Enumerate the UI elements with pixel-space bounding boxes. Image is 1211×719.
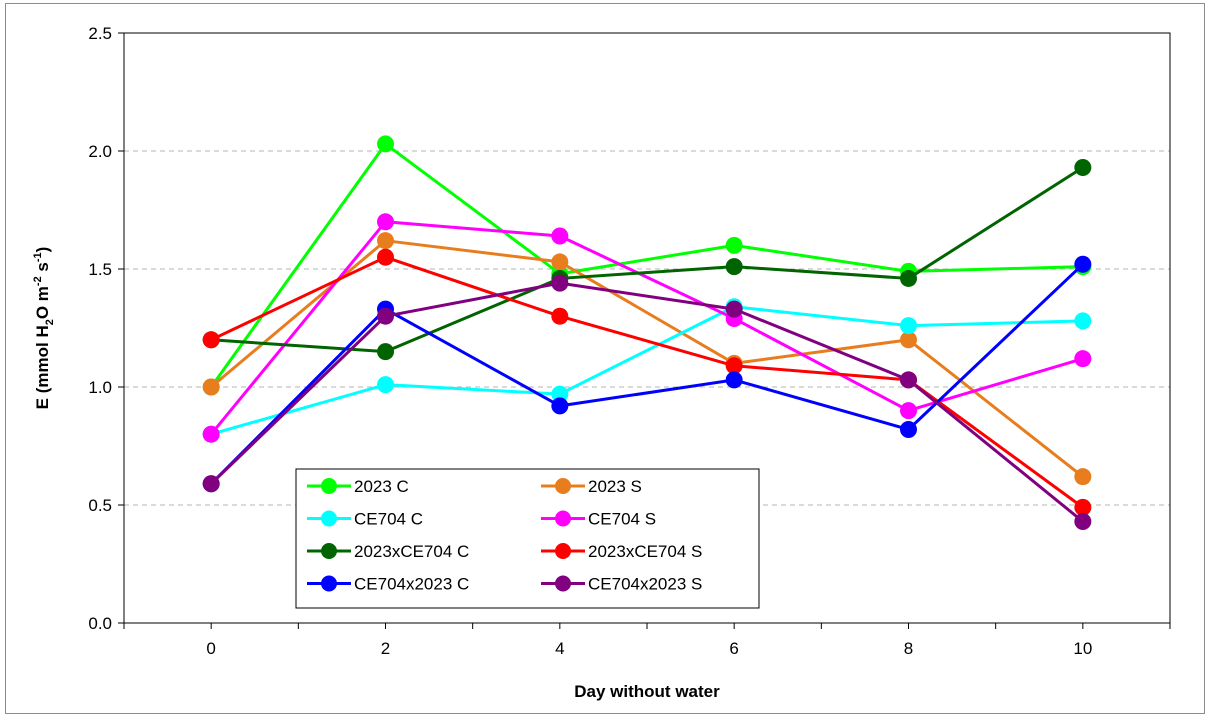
legend-label: CE704 C	[354, 510, 423, 529]
data-point	[900, 331, 917, 349]
series-ce704x2023-c	[202, 255, 1092, 493]
x-tick-label: 2	[381, 639, 390, 658]
legend-swatch-marker	[555, 575, 571, 592]
data-point	[377, 135, 394, 153]
series-2023-c	[202, 135, 1092, 396]
axes: 0.0 0.5 1.0 1.5 2.0 2.5 0 2 4 6 8 10	[88, 24, 1171, 658]
legend-box	[295, 468, 760, 609]
data-point	[551, 307, 569, 325]
series-line	[210, 305, 1083, 436]
x-axis-title: Day without water	[574, 682, 720, 701]
legend-item: 2023 C	[307, 477, 409, 496]
series-group	[202, 135, 1092, 531]
data-point	[900, 420, 917, 438]
legend-swatch-marker	[321, 510, 337, 527]
series-line	[210, 220, 1084, 436]
series-2023-s	[202, 232, 1092, 486]
data-point	[202, 425, 220, 443]
data-point	[377, 343, 394, 361]
series-ce704x2023-s	[202, 274, 1092, 531]
data-point	[725, 300, 743, 318]
data-point	[725, 236, 743, 254]
legend-item: 2023 S	[541, 477, 642, 496]
x-tick-label: 0	[206, 639, 215, 658]
data-point	[725, 258, 743, 276]
data-point	[900, 371, 917, 389]
data-point	[377, 307, 394, 325]
data-point	[202, 378, 220, 396]
y-tick-label: 0.5	[88, 496, 112, 515]
x-tick-label: 8	[904, 639, 913, 658]
legend-label: CE704x2023 S	[588, 575, 702, 594]
y-tick-label: 2.0	[88, 142, 112, 161]
legend-item: 2023xCE704 S	[541, 542, 702, 561]
data-point	[900, 269, 917, 287]
y-tick-label: 1.5	[88, 260, 112, 279]
x-tick-label: 4	[555, 639, 564, 658]
legend-item: 2023xCE704 C	[307, 542, 469, 561]
legend-label: 2023 S	[588, 477, 642, 496]
series-line	[210, 281, 1084, 523]
data-point	[900, 402, 917, 420]
legend-label: CE704x2023 C	[354, 575, 469, 594]
legend-swatch-marker	[321, 478, 337, 494]
data-point	[377, 248, 394, 266]
legend: 2023 C 2023 S CE704 C CE704 S 2023xCE704 C 20…	[295, 468, 760, 609]
data-point	[725, 357, 743, 375]
legend-label: CE704 S	[588, 510, 656, 529]
chart-frame: 0.0 0.5 1.0 1.5 2.0 2.5 0 2 4 6 8 10 2023 C 2023 S CE…	[5, 3, 1205, 714]
series-line	[209, 142, 1083, 388]
data-point	[377, 213, 394, 231]
series-line	[211, 166, 1084, 354]
legend-item: CE704x2023 C	[307, 575, 469, 594]
data-point	[1074, 513, 1092, 531]
x-tick-label: 6	[729, 639, 738, 658]
data-point	[202, 331, 220, 349]
data-point	[551, 253, 569, 271]
data-point	[202, 475, 220, 493]
data-point	[551, 385, 569, 403]
data-point	[1074, 255, 1092, 273]
legend-swatch-marker	[321, 575, 337, 592]
data-point	[551, 227, 569, 245]
data-point	[1074, 159, 1092, 177]
y-tick-label: 0.0	[88, 614, 112, 633]
legend-item: CE704x2023 S	[541, 575, 702, 594]
legend-item: CE704 S	[541, 510, 656, 529]
legend-item: CE704 C	[307, 510, 423, 529]
data-point	[377, 376, 394, 394]
line-chart: 0.0 0.5 1.0 1.5 2.0 2.5 0 2 4 6 8 10 2023 C 2023 S CE…	[32, 24, 1171, 701]
legend-swatch-marker	[555, 543, 571, 559]
legend-label: 2023 C	[354, 477, 409, 496]
data-point	[725, 371, 743, 389]
y-axis-title: E (mmol H2O m-2 s-1)	[32, 247, 56, 410]
legend-swatch-marker	[321, 543, 337, 559]
data-point	[1074, 350, 1092, 368]
legend-swatch-marker	[555, 478, 571, 494]
data-point	[551, 397, 569, 415]
series-line	[210, 239, 1084, 478]
y-tick-label: 1.0	[88, 378, 112, 397]
data-point	[551, 274, 569, 292]
x-tick-label: 10	[1073, 639, 1092, 658]
legend-swatch-marker	[555, 510, 571, 527]
y-tick-label: 2.5	[88, 24, 112, 43]
data-point	[1074, 468, 1092, 486]
series-2023xce704-c	[202, 159, 1092, 361]
data-point	[900, 317, 917, 335]
data-point	[1074, 498, 1092, 516]
legend-label: 2023xCE704 C	[354, 542, 469, 561]
legend-label: 2023xCE704 S	[588, 542, 702, 561]
data-point	[377, 232, 394, 250]
data-point	[1074, 312, 1092, 330]
